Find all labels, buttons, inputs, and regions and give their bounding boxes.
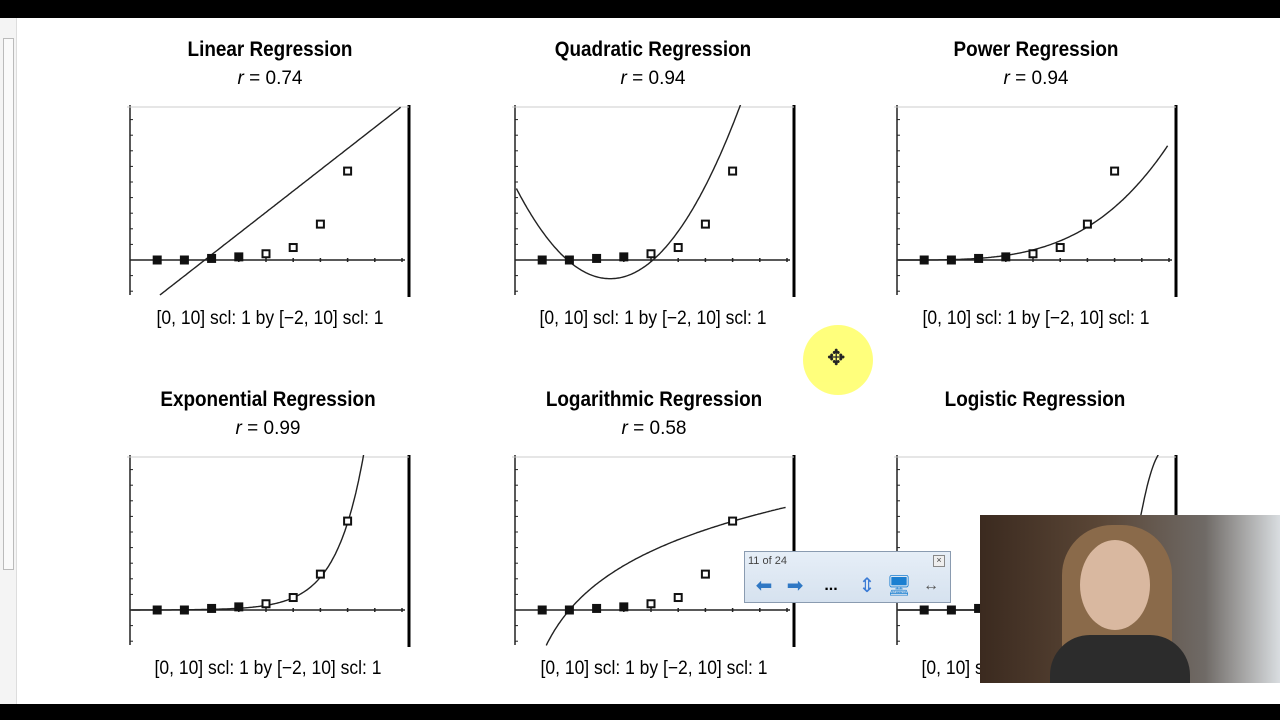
data-point bbox=[1001, 252, 1011, 262]
data-point bbox=[315, 219, 325, 229]
scrollbar-thumb[interactable] bbox=[3, 38, 14, 570]
data-point bbox=[537, 255, 547, 265]
r-number: = 0.58 bbox=[633, 418, 687, 439]
slide-counter: 11 of 24 bbox=[748, 555, 787, 567]
r-symbol: r bbox=[621, 418, 628, 439]
power-fit-curve bbox=[898, 145, 1169, 261]
r-value: r = 0.99 bbox=[108, 418, 428, 440]
r-number: = 0.94 bbox=[1015, 68, 1069, 89]
data-point bbox=[728, 166, 738, 176]
more-options-button[interactable]: ... bbox=[824, 577, 838, 594]
r-number: = 0.94 bbox=[632, 68, 686, 89]
r-symbol: r bbox=[1003, 68, 1010, 89]
top-bar bbox=[0, 0, 1280, 18]
data-point bbox=[564, 605, 574, 615]
data-point bbox=[315, 569, 325, 579]
window-settings-label: [0, 10] scl: 1 by [−2, 10] scl: 1 bbox=[154, 658, 382, 679]
data-point bbox=[673, 593, 683, 603]
logarithmic-fit-curve bbox=[545, 506, 786, 646]
data-point bbox=[619, 602, 629, 612]
data-point bbox=[207, 253, 217, 263]
data-point bbox=[288, 243, 298, 253]
panel-title: Quadratic Regression bbox=[554, 38, 752, 61]
window-settings-label: [0, 10] scl: 1 by [−2, 10] scl: 1 bbox=[922, 308, 1150, 329]
data-point bbox=[700, 569, 710, 579]
data-point bbox=[152, 255, 162, 265]
exponential-fit-curve bbox=[131, 455, 365, 611]
linear-fit-curve bbox=[159, 106, 402, 296]
vertical-scrollbar[interactable] bbox=[0, 18, 17, 704]
data-point bbox=[919, 605, 929, 615]
panel-title: Linear Regression bbox=[187, 38, 353, 61]
panel-title: Logistic Regression bbox=[944, 388, 1126, 411]
data-point bbox=[592, 253, 602, 263]
linear-regression-graph bbox=[127, 105, 411, 297]
data-point bbox=[673, 243, 683, 253]
data-point bbox=[343, 166, 353, 176]
panel-title: Power Regression bbox=[953, 38, 1119, 61]
data-point bbox=[1110, 166, 1120, 176]
r-value: r = 0.94 bbox=[493, 68, 813, 90]
data-point bbox=[592, 603, 602, 613]
data-point bbox=[537, 605, 547, 615]
power-regression-graph bbox=[894, 105, 1178, 297]
move-cursor-icon: ✥ bbox=[827, 345, 846, 370]
r-symbol: r bbox=[237, 68, 244, 89]
data-point bbox=[564, 255, 574, 265]
data-point bbox=[152, 605, 162, 615]
data-point bbox=[646, 249, 656, 259]
presentation-monitor-icon[interactable]: 🖥 bbox=[886, 575, 912, 597]
data-point bbox=[343, 516, 353, 526]
data-point bbox=[234, 252, 244, 262]
fit-width-button[interactable]: ↔ bbox=[923, 577, 939, 594]
data-point bbox=[619, 252, 629, 262]
window-settings-label: [0, 10] scl: 1 by [−2, 10] scl: 1 bbox=[539, 308, 767, 329]
data-point bbox=[1082, 219, 1092, 229]
panel-title: Logarithmic Regression bbox=[545, 388, 763, 411]
data-point bbox=[946, 255, 956, 265]
data-point bbox=[646, 599, 656, 609]
window-settings-label: [0, 10] scl: 1 by [−2, 10] scl: 1 bbox=[540, 658, 768, 679]
r-symbol: r bbox=[620, 68, 627, 89]
next-arrow-icon[interactable]: ➡ bbox=[786, 575, 804, 597]
quadratic-regression-graph bbox=[512, 105, 796, 297]
r-value: r = 0.74 bbox=[110, 68, 430, 90]
r-number: = 0.99 bbox=[247, 418, 301, 439]
data-point bbox=[946, 605, 956, 615]
data-point bbox=[261, 599, 271, 609]
r-value: r = 0.94 bbox=[876, 68, 1196, 90]
cursor-highlight: ✥ bbox=[803, 325, 873, 395]
data-point bbox=[179, 255, 189, 265]
r-number: = 0.74 bbox=[249, 68, 303, 89]
data-point bbox=[1055, 243, 1065, 253]
data-point bbox=[207, 603, 217, 613]
fit-page-icon[interactable]: ⇕ bbox=[858, 575, 876, 597]
panel-title: Exponential Regression bbox=[160, 388, 376, 411]
data-point bbox=[179, 605, 189, 615]
r-value: r = 0.58 bbox=[494, 418, 814, 440]
bottom-bar bbox=[0, 704, 1280, 720]
data-point bbox=[919, 255, 929, 265]
data-point bbox=[728, 516, 738, 526]
quadratic-fit-curve bbox=[515, 105, 742, 280]
data-point bbox=[288, 593, 298, 603]
data-point bbox=[700, 219, 710, 229]
logarithmic-regression-graph bbox=[512, 455, 796, 647]
webcam-video bbox=[980, 515, 1280, 683]
exponential-regression-graph bbox=[127, 455, 411, 647]
data-point bbox=[234, 602, 244, 612]
close-toolbar-button[interactable]: × bbox=[933, 555, 945, 567]
data-point bbox=[1028, 249, 1038, 259]
previous-arrow-icon[interactable]: ⬅ bbox=[755, 575, 773, 597]
data-point bbox=[261, 249, 271, 259]
window-settings-label: [0, 10] scl: 1 by [−2, 10] scl: 1 bbox=[156, 308, 384, 329]
r-symbol: r bbox=[235, 418, 242, 439]
slide-navigation-toolbar: 11 of 24 × ⬅ ➡ ... ⇕ 🖥 ↔ bbox=[744, 551, 951, 603]
data-point bbox=[974, 253, 984, 263]
